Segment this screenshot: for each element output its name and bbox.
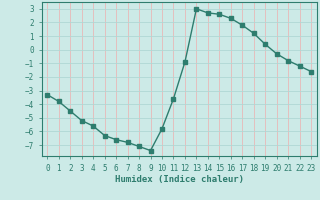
X-axis label: Humidex (Indice chaleur): Humidex (Indice chaleur) — [115, 175, 244, 184]
